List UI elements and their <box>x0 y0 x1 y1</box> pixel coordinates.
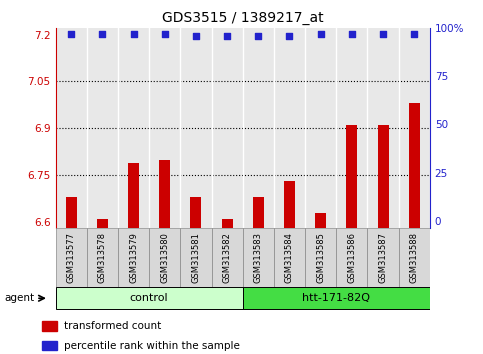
Text: GSM313582: GSM313582 <box>223 232 232 283</box>
Text: transformed count: transformed count <box>64 321 161 331</box>
Text: GSM313585: GSM313585 <box>316 232 325 283</box>
Bar <box>305 228 336 287</box>
Bar <box>398 228 430 287</box>
Text: htt-171-82Q: htt-171-82Q <box>302 293 370 303</box>
Text: GSM313580: GSM313580 <box>160 232 169 283</box>
Text: GSM313581: GSM313581 <box>191 232 200 283</box>
Bar <box>190 197 201 228</box>
Point <box>129 31 137 37</box>
Bar <box>346 125 357 228</box>
Text: GSM313578: GSM313578 <box>98 232 107 283</box>
Point <box>348 31 356 37</box>
Bar <box>56 228 87 287</box>
Point <box>411 31 418 37</box>
Bar <box>118 228 149 287</box>
Bar <box>42 341 57 350</box>
Bar <box>128 163 139 228</box>
Bar <box>180 228 212 287</box>
Point <box>161 31 169 37</box>
Point <box>379 31 387 37</box>
Bar <box>242 287 430 309</box>
Text: GSM313588: GSM313588 <box>410 232 419 283</box>
Bar <box>87 228 118 287</box>
Bar <box>66 197 77 228</box>
Bar <box>284 182 295 228</box>
Point <box>285 33 293 39</box>
Text: GSM313587: GSM313587 <box>379 232 387 283</box>
Bar <box>149 228 180 287</box>
Text: GSM313579: GSM313579 <box>129 232 138 283</box>
Bar <box>222 219 233 228</box>
Bar <box>368 228 398 287</box>
Text: GSM313586: GSM313586 <box>347 232 356 283</box>
Bar <box>212 228 242 287</box>
Text: agent: agent <box>4 293 35 303</box>
Bar <box>42 321 57 331</box>
Text: GSM313584: GSM313584 <box>285 232 294 283</box>
Point <box>192 33 200 39</box>
Text: percentile rank within the sample: percentile rank within the sample <box>64 341 240 350</box>
Point <box>67 31 75 37</box>
Point <box>255 33 262 39</box>
Text: control: control <box>130 293 169 303</box>
Point <box>99 31 106 37</box>
Bar <box>274 228 305 287</box>
Bar <box>315 213 326 228</box>
Text: GSM313577: GSM313577 <box>67 232 76 283</box>
Bar <box>409 103 420 228</box>
Bar <box>336 228 368 287</box>
Title: GDS3515 / 1389217_at: GDS3515 / 1389217_at <box>162 11 324 24</box>
Bar <box>56 287 242 309</box>
Bar <box>378 125 388 228</box>
Bar <box>242 228 274 287</box>
Bar <box>253 197 264 228</box>
Point <box>223 33 231 39</box>
Bar <box>97 219 108 228</box>
Bar <box>159 160 170 228</box>
Text: GSM313583: GSM313583 <box>254 232 263 283</box>
Point <box>317 31 325 37</box>
